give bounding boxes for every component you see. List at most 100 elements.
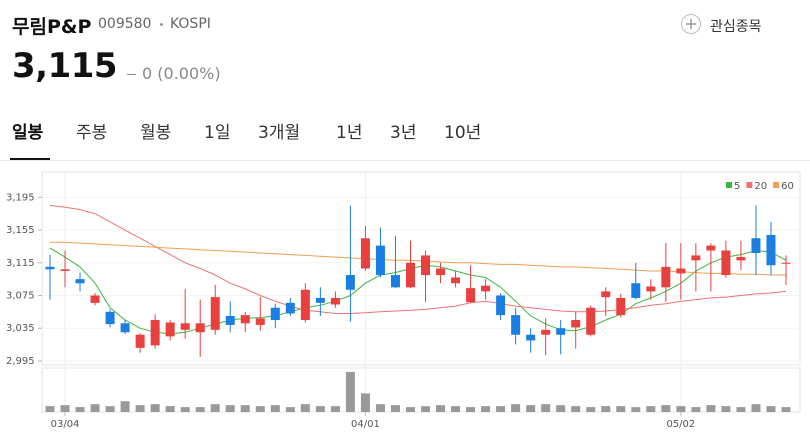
candle-body	[345, 275, 355, 290]
candle-body	[270, 307, 280, 321]
volume-bar	[105, 406, 115, 412]
tab-underline	[10, 158, 50, 160]
volume-bar	[210, 404, 220, 412]
price: 3,115	[12, 46, 118, 86]
candle-body	[661, 266, 671, 288]
candle-body	[165, 322, 175, 337]
y-tick-label: 3,035	[6, 323, 35, 334]
volume-bar	[721, 406, 731, 412]
candle-body	[390, 275, 400, 288]
volume-bar	[60, 405, 70, 412]
candle-body	[375, 245, 385, 276]
volume-bar	[240, 405, 250, 412]
tab[interactable]: 3개월	[258, 123, 301, 143]
candle-body	[706, 245, 716, 251]
candle-body	[180, 323, 190, 330]
change: 0 (0.00%)	[142, 64, 221, 83]
candle-body	[135, 334, 145, 348]
tab[interactable]: 3년	[390, 123, 417, 143]
candle-body	[105, 311, 115, 325]
volume-bar	[691, 407, 701, 412]
y-tick-label: 2,995	[6, 356, 35, 367]
candle-body	[571, 320, 581, 328]
volume-bar	[330, 406, 340, 412]
candle-body	[526, 334, 536, 341]
candle-body	[315, 297, 325, 303]
volume-bar	[571, 406, 581, 412]
candle-body	[421, 255, 431, 276]
ma-line	[49, 205, 787, 314]
volume-bar	[45, 406, 55, 412]
volume-bar	[375, 404, 385, 412]
tab[interactable]: 10년	[444, 123, 482, 143]
legend-swatch	[726, 182, 732, 188]
volume-bar	[736, 407, 746, 412]
x-tick-label: 04/01	[351, 419, 380, 430]
legend-swatch	[746, 182, 753, 188]
candle-body	[586, 307, 596, 335]
candle-body	[45, 266, 55, 270]
stock-code: 009580	[98, 16, 152, 32]
volume-bar	[195, 407, 205, 412]
volume-bar	[481, 406, 491, 412]
candle-body	[646, 286, 656, 292]
volume-bar	[300, 404, 310, 412]
volume-bar	[616, 406, 626, 412]
x-tick-label: 05/02	[666, 419, 695, 430]
candle-body	[481, 285, 491, 292]
volume-bar	[285, 407, 295, 412]
candle-body	[541, 329, 551, 335]
candle-body	[781, 262, 791, 264]
volume-bar	[586, 407, 596, 412]
volume-bar	[270, 405, 280, 412]
candle-body	[766, 234, 776, 266]
volume-bar	[120, 401, 130, 412]
candle-body	[691, 255, 701, 261]
candle-body	[75, 279, 85, 284]
market: KOSPI	[170, 16, 211, 32]
watch-label[interactable]: 관심종목	[710, 19, 762, 35]
volume-bar	[225, 405, 235, 412]
candle-body	[436, 268, 446, 276]
watch-button[interactable]	[681, 14, 701, 34]
candle-body	[451, 277, 461, 284]
candle-body	[511, 315, 521, 335]
candle-body	[300, 289, 310, 321]
plot-frame	[41, 171, 801, 366]
x-tick-label: 03/04	[51, 419, 80, 430]
tab[interactable]: 1일	[204, 123, 231, 143]
candle-body	[225, 315, 235, 325]
candle-body	[676, 268, 686, 274]
tab[interactable]: 1년	[336, 123, 363, 143]
candle-body	[90, 295, 100, 303]
volume-bar	[421, 406, 431, 412]
candle-body	[556, 328, 566, 335]
tab[interactable]: 주봉	[76, 123, 108, 143]
candle-body	[751, 238, 761, 253]
volume-bar	[180, 407, 190, 412]
legend-label: 5	[734, 181, 740, 192]
volume-bar	[706, 405, 716, 412]
volume-bar	[751, 404, 761, 412]
volume-bar	[646, 406, 656, 412]
y-tick-label: 3,155	[6, 225, 35, 236]
tab[interactable]: 일봉	[12, 123, 44, 143]
volume-bar	[90, 404, 100, 412]
volume-bar	[390, 405, 400, 412]
volume-bar	[150, 404, 160, 412]
separator-dot	[160, 23, 163, 26]
volume-bar	[511, 404, 521, 412]
tab[interactable]: 월봉	[140, 123, 172, 143]
candle-body	[736, 257, 746, 261]
ma-line	[50, 241, 786, 276]
volume-bar	[135, 405, 145, 412]
volume-frame	[41, 367, 801, 413]
candle-body	[360, 238, 370, 269]
y-tick-label: 3,075	[6, 290, 35, 301]
volume-bar	[255, 406, 265, 412]
volume-bar	[601, 406, 611, 412]
candle-body	[466, 288, 476, 303]
legend-label: 20	[754, 181, 767, 192]
volume-bar	[345, 371, 355, 412]
